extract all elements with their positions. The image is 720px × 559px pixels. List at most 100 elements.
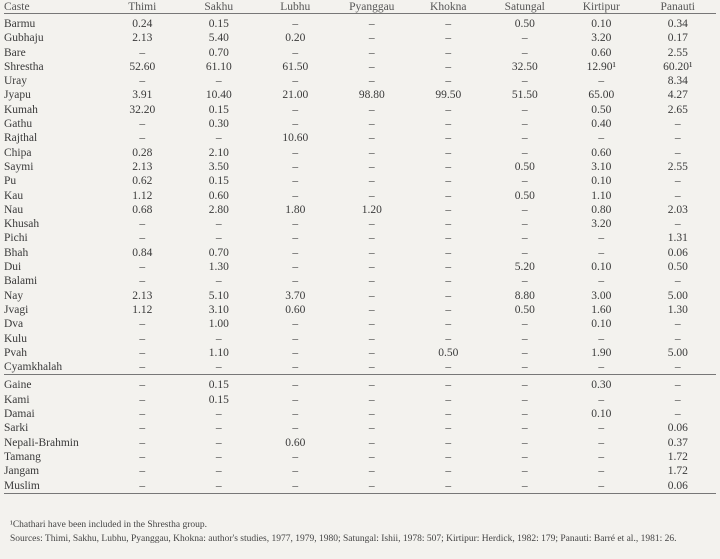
footnote: ¹Chathari have been included in the Shre… — [10, 520, 208, 530]
value-cell: – — [139, 422, 146, 435]
value-cell: 0.50 — [667, 261, 688, 274]
value-cell: 0.70 — [208, 46, 229, 59]
value-cell: – — [368, 275, 375, 288]
value-cell: 2.65 — [667, 103, 688, 116]
value-cell: 5.40 — [208, 32, 229, 45]
value-cell: – — [445, 189, 452, 202]
value-cell: 51.50 — [511, 89, 538, 102]
value-cell: – — [139, 232, 146, 245]
value-cell: – — [215, 361, 222, 374]
value-cell: – — [292, 361, 299, 374]
value-cell: – — [292, 103, 299, 116]
value-cell: – — [139, 436, 146, 449]
value-cell: – — [292, 146, 299, 159]
value-cell: – — [674, 118, 681, 131]
value-cell: 0.10 — [591, 261, 612, 274]
column-header: Khokna — [430, 0, 467, 13]
value-cell: 8.34 — [667, 75, 688, 88]
value-cell: – — [598, 479, 605, 492]
value-cell: – — [521, 275, 528, 288]
caste-name-cell: Chipa — [4, 146, 32, 159]
caste-name-cell: Damai — [4, 408, 35, 421]
value-cell: 0.60 — [591, 146, 612, 159]
value-cell: 1.72 — [667, 450, 688, 463]
value-cell: – — [368, 422, 375, 435]
table-row: Pichi – – – – – – – 1.31 — [4, 231, 716, 245]
value-cell: – — [674, 275, 681, 288]
table-row: Gubhaju 2.13 5.40 0.20 – – – 3.20 0.17 — [4, 31, 716, 45]
value-cell: – — [368, 393, 375, 406]
value-cell: – — [445, 393, 452, 406]
table-row: Tamang – – – – – – – 1.72 — [4, 450, 716, 464]
value-cell: – — [674, 408, 681, 421]
value-cell: – — [139, 318, 146, 331]
value-cell: 0.50 — [514, 303, 535, 316]
table-row: Jangam – – – – – – – 1.72 — [4, 464, 716, 478]
value-cell: – — [521, 46, 528, 59]
value-cell: – — [368, 436, 375, 449]
value-cell: 3.20 — [591, 32, 612, 45]
value-cell: – — [292, 408, 299, 421]
value-cell: 0.84 — [132, 246, 153, 259]
value-cell: 0.10 — [591, 408, 612, 421]
caste-name-cell: Pvah — [4, 346, 27, 359]
value-cell: 0.15 — [208, 379, 229, 392]
caste-name-cell: Uray — [4, 75, 27, 88]
value-cell: 10.40 — [205, 89, 232, 102]
caste-name-cell: Pu — [4, 175, 17, 188]
value-cell: – — [445, 275, 452, 288]
value-cell: – — [292, 160, 299, 173]
value-cell: 1.30 — [667, 303, 688, 316]
value-cell: – — [292, 246, 299, 259]
value-cell: 0.06 — [667, 422, 688, 435]
table-row: Pu 0.62 0.15 – – – – 0.10 – — [4, 174, 716, 188]
value-cell: – — [445, 246, 452, 259]
value-cell: 0.60 — [285, 436, 306, 449]
caste-name-cell: Cyamkhalah — [4, 361, 63, 374]
table-row: Gathu – 0.30 – – – – 0.40 – — [4, 117, 716, 131]
value-cell: – — [598, 132, 605, 145]
table-row: Kau 1.12 0.60 – – – 0.50 1.10 – — [4, 189, 716, 203]
value-cell: – — [368, 146, 375, 159]
value-cell: 21.00 — [282, 89, 309, 102]
caste-name-cell: Saymi — [4, 160, 34, 173]
value-cell: – — [292, 189, 299, 202]
value-cell: 0.30 — [591, 379, 612, 392]
value-cell: – — [368, 189, 375, 202]
value-cell: – — [598, 450, 605, 463]
value-cell: – — [445, 318, 452, 331]
value-cell: 0.50 — [514, 160, 535, 173]
value-cell: – — [521, 118, 528, 131]
column-header: Kirtipur — [582, 0, 620, 13]
table-row: Khusah – – – – – – 3.20 – — [4, 217, 716, 231]
value-cell: 3.91 — [132, 89, 153, 102]
value-cell: – — [368, 18, 375, 30]
value-cell: 0.60 — [591, 46, 612, 59]
caste-name-cell: Gathu — [4, 118, 33, 131]
value-cell: – — [368, 118, 375, 131]
value-cell: – — [445, 60, 452, 73]
value-cell: 0.50 — [591, 103, 612, 116]
value-cell: 4.27 — [667, 89, 688, 102]
value-cell: 52.60 — [129, 60, 156, 73]
value-cell: 0.70 — [208, 246, 229, 259]
value-cell: – — [598, 422, 605, 435]
value-cell: – — [368, 132, 375, 145]
value-cell: – — [368, 160, 375, 173]
caste-name-cell: Khusah — [4, 218, 40, 231]
value-cell: 3.10 — [591, 160, 612, 173]
value-cell: – — [139, 132, 146, 145]
caste-name-cell: Nay — [4, 289, 24, 302]
table-row: Muslim – – – – – – – 0.06 — [4, 479, 716, 494]
value-cell: – — [445, 332, 452, 345]
caste-name-cell: Gubhaju — [4, 32, 44, 45]
value-cell: – — [292, 261, 299, 274]
value-cell: – — [368, 465, 375, 478]
table-row: Sarki – – – – – – – 0.06 — [4, 421, 716, 435]
column-header: Panauti — [660, 0, 696, 13]
value-cell: – — [598, 232, 605, 245]
value-cell: – — [292, 75, 299, 88]
value-cell: – — [292, 346, 299, 359]
value-cell: – — [445, 103, 452, 116]
value-cell: – — [598, 465, 605, 478]
